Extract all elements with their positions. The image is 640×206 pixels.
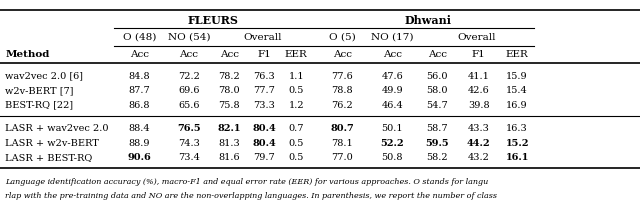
- Text: 0.5: 0.5: [289, 139, 304, 148]
- Text: rlap with the pre-training data and NO are the non-overlapping languages. In par: rlap with the pre-training data and NO a…: [5, 192, 497, 200]
- Text: 74.3: 74.3: [178, 139, 200, 148]
- Text: Acc: Acc: [179, 50, 198, 59]
- Text: 87.7: 87.7: [129, 86, 150, 95]
- Text: 88.9: 88.9: [129, 139, 150, 148]
- Text: 43.2: 43.2: [468, 153, 490, 162]
- Text: 76.3: 76.3: [253, 72, 275, 81]
- Text: Overall: Overall: [458, 33, 497, 42]
- Text: 58.7: 58.7: [426, 124, 448, 133]
- Text: F1: F1: [472, 50, 486, 59]
- Text: 80.4: 80.4: [252, 124, 276, 133]
- Text: 79.7: 79.7: [253, 153, 275, 162]
- Text: 15.9: 15.9: [506, 72, 528, 81]
- Text: 1.2: 1.2: [289, 101, 304, 110]
- Text: 39.8: 39.8: [468, 101, 490, 110]
- Text: 81.3: 81.3: [218, 139, 240, 148]
- Text: 59.5: 59.5: [426, 139, 449, 148]
- Text: 90.6: 90.6: [127, 153, 152, 162]
- Text: 16.1: 16.1: [506, 153, 529, 162]
- Text: Acc: Acc: [333, 50, 352, 59]
- Text: 54.7: 54.7: [426, 101, 448, 110]
- Text: 44.2: 44.2: [467, 139, 490, 148]
- Text: Language identification accuracy (%), macro-F1 and equal error rate (EER) for va: Language identification accuracy (%), ma…: [5, 178, 488, 186]
- Text: 78.0: 78.0: [218, 86, 240, 95]
- Text: 50.8: 50.8: [381, 153, 403, 162]
- Text: Dhwani: Dhwani: [404, 15, 452, 26]
- Text: O (48): O (48): [123, 33, 156, 42]
- Text: 46.4: 46.4: [381, 101, 403, 110]
- Text: 77.0: 77.0: [332, 153, 353, 162]
- Text: 0.7: 0.7: [289, 124, 304, 133]
- Text: 88.4: 88.4: [129, 124, 150, 133]
- Text: 86.8: 86.8: [129, 101, 150, 110]
- Text: 0.5: 0.5: [289, 86, 304, 95]
- Text: 77.6: 77.6: [332, 72, 353, 81]
- Text: 16.9: 16.9: [506, 101, 528, 110]
- Text: 42.6: 42.6: [468, 86, 490, 95]
- Text: NO (17): NO (17): [371, 33, 413, 42]
- Text: F1: F1: [257, 50, 271, 59]
- Text: 49.9: 49.9: [381, 86, 403, 95]
- Text: 43.3: 43.3: [468, 124, 490, 133]
- Text: Acc: Acc: [383, 50, 402, 59]
- Text: 78.8: 78.8: [332, 86, 353, 95]
- Text: 78.1: 78.1: [332, 139, 353, 148]
- Text: 80.4: 80.4: [252, 139, 276, 148]
- Text: 73.3: 73.3: [253, 101, 275, 110]
- Text: FLEURS: FLEURS: [188, 15, 239, 26]
- Text: 81.6: 81.6: [218, 153, 240, 162]
- Text: 15.4: 15.4: [506, 86, 528, 95]
- Text: 65.6: 65.6: [178, 101, 200, 110]
- Text: EER: EER: [506, 50, 529, 59]
- Text: 84.8: 84.8: [129, 72, 150, 81]
- Text: 72.2: 72.2: [178, 72, 200, 81]
- Text: 1.1: 1.1: [289, 72, 304, 81]
- Text: 75.8: 75.8: [218, 101, 240, 110]
- Text: 41.1: 41.1: [468, 72, 490, 81]
- Text: 58.0: 58.0: [426, 86, 448, 95]
- Text: 80.7: 80.7: [330, 124, 355, 133]
- Text: LASR + wav2vec 2.0: LASR + wav2vec 2.0: [5, 124, 109, 133]
- Text: 76.2: 76.2: [332, 101, 353, 110]
- Text: NO (54): NO (54): [168, 33, 210, 42]
- Text: 52.2: 52.2: [381, 139, 404, 148]
- Text: O (5): O (5): [329, 33, 356, 42]
- Text: 78.2: 78.2: [218, 72, 240, 81]
- Text: 56.0: 56.0: [426, 72, 448, 81]
- Text: 0.5: 0.5: [289, 153, 304, 162]
- Text: Acc: Acc: [130, 50, 149, 59]
- Text: Method: Method: [5, 50, 49, 59]
- Text: 58.2: 58.2: [426, 153, 448, 162]
- Text: Overall: Overall: [243, 33, 282, 42]
- Text: 50.1: 50.1: [381, 124, 403, 133]
- Text: 47.6: 47.6: [381, 72, 403, 81]
- Text: Acc: Acc: [220, 50, 239, 59]
- Text: Acc: Acc: [428, 50, 447, 59]
- Text: 82.1: 82.1: [218, 124, 241, 133]
- Text: 16.3: 16.3: [506, 124, 528, 133]
- Text: 76.5: 76.5: [177, 124, 200, 133]
- Text: LASR + BEST-RQ: LASR + BEST-RQ: [5, 153, 92, 162]
- Text: wav2vec 2.0 [6]: wav2vec 2.0 [6]: [5, 72, 83, 81]
- Text: 77.7: 77.7: [253, 86, 275, 95]
- Text: LASR + w2v-BERT: LASR + w2v-BERT: [5, 139, 99, 148]
- Text: EER: EER: [285, 50, 308, 59]
- Text: w2v-BERT [7]: w2v-BERT [7]: [5, 86, 74, 95]
- Text: 69.6: 69.6: [178, 86, 200, 95]
- Text: 73.4: 73.4: [178, 153, 200, 162]
- Text: 15.2: 15.2: [506, 139, 529, 148]
- Text: BEST-RQ [22]: BEST-RQ [22]: [5, 101, 73, 110]
